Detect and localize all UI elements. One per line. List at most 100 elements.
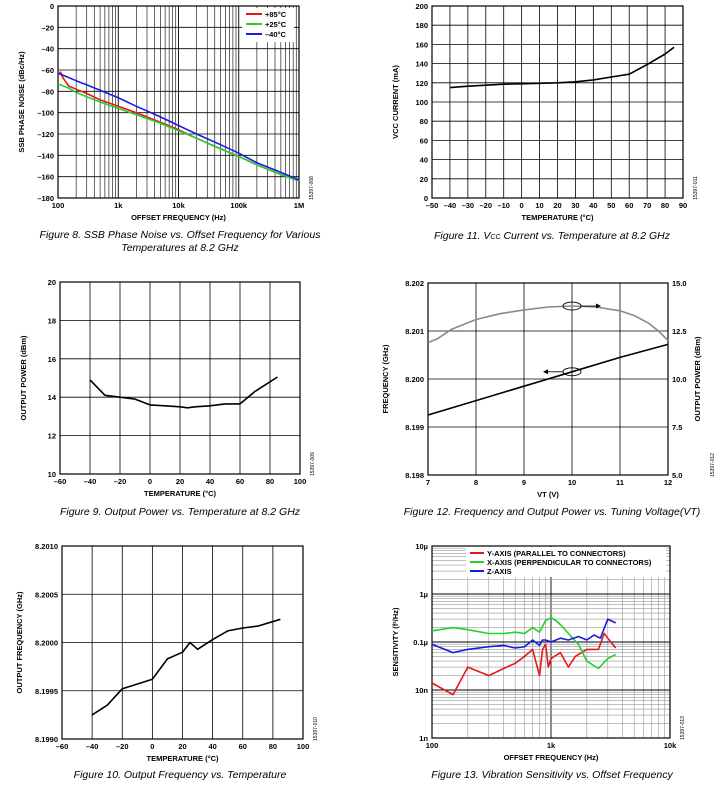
y-tick-label: 20: [420, 175, 428, 184]
x-tick-label: 10: [535, 201, 543, 210]
y-tick-label: –160: [37, 173, 54, 182]
legend-box: [466, 547, 666, 577]
figure-id: 15397-008: [309, 176, 315, 200]
legend-label: +25°C: [265, 20, 287, 29]
y-tick-label: 0: [424, 194, 428, 203]
x-tick-label: 80: [661, 201, 669, 210]
y-tick-label: 8.1990: [35, 735, 58, 744]
x-tick-label: 20: [553, 201, 561, 210]
y-tick-label: 10µ: [415, 542, 428, 551]
x-tick-label: 40: [589, 201, 597, 210]
x-tick-label: 100: [426, 741, 439, 750]
y-tick-label: 8.2000: [35, 639, 58, 648]
y-tick-label: 8.198: [405, 471, 424, 480]
x-tick-label: 1k: [547, 741, 556, 750]
x-tick-label: –40: [84, 477, 97, 486]
y-axis-label: FREQUENCY (GHz): [381, 344, 390, 414]
x-tick-label: 100k: [230, 201, 248, 210]
chart-fig10-svg: –60 –40 –20 0 20 40 60 80 100 8.1990 8.1995 8.2000 8…: [15, 542, 319, 763]
y-tick-label: 10n: [415, 686, 428, 695]
x-tick-label: 0: [520, 201, 524, 210]
x-tick-label: 1k: [114, 201, 123, 210]
x-tick-label: 40: [206, 477, 214, 486]
right-arrowhead-icon: [596, 303, 601, 309]
chart-fig11-svg: –50 –40 –30 –20 –10 0 10 20 30 40 50 60 70 80 90 0 20 40 6…: [391, 2, 699, 222]
fig11-plot-frame: [431, 5, 684, 199]
x-axis-label: TEMPERATURE (°C): [146, 754, 219, 763]
y2-tick-label: 12.5: [672, 327, 687, 336]
fig11-series-0-line: [449, 46, 675, 89]
fig9-series-0-line: [89, 376, 278, 409]
figure-id: 15397-012: [710, 453, 716, 477]
x-tick-label: 10: [568, 478, 576, 487]
chart-fig13: 100 1k 10k 1n 10n 0.1µ 1µ 10µ OFFSET FREQUENCY (…: [362, 536, 727, 786]
fig13-series-2-line: [431, 618, 617, 654]
fig9-grid: [59, 281, 301, 475]
chart-fig12: 7 8 9 10 11 12 8.198 8.199 8.200 8.201 8.202 5.0 7.5…: [362, 270, 727, 522]
y-tick-label: 10: [48, 470, 56, 479]
y-tick-label: 140: [415, 60, 428, 69]
fig11-grid: [431, 5, 684, 199]
y-tick-label: 1n: [419, 734, 428, 743]
y-tick-label: –100: [37, 109, 54, 118]
x-tick-label: 10k: [172, 201, 185, 210]
x-tick-label: 20: [176, 477, 184, 486]
y-tick-label: –40: [41, 45, 54, 54]
y-tick-label: 20: [48, 278, 56, 287]
y-axis-label: SSB PHASE NOISE (dBc/Hz): [17, 51, 26, 153]
y-tick-label: 16: [48, 355, 56, 364]
y2-tick-label: 10.0: [672, 375, 687, 384]
caption-fig8: Figure 8. SSB Phase Noise vs. Offset Fre…: [39, 229, 321, 254]
y-tick-label: 8.201: [405, 327, 424, 336]
x-tick-label: 100: [52, 201, 65, 210]
x-tick-label: 80: [269, 742, 277, 751]
y-tick-label: –180: [37, 194, 54, 203]
y-tick-label: 0.1µ: [413, 638, 428, 647]
y2-tick-label: 15.0: [672, 279, 687, 288]
y-tick-label: 80: [420, 117, 428, 126]
y-tick-label: 100: [415, 98, 428, 107]
chart-fig9: –60 –40 –20 0 20 40 60 80 100 10 12 14 16 18 20 TEMPERA…: [0, 270, 340, 522]
x-tick-label: 90: [679, 201, 687, 210]
y-tick-label: 200: [415, 2, 428, 11]
y-tick-label: 12: [48, 432, 56, 441]
y-tick-label: –140: [37, 151, 54, 160]
y2-axis-label: OUTPUT POWER (dBm): [693, 336, 702, 421]
y-tick-label: 0: [50, 2, 54, 11]
y-tick-label: 8.2005: [35, 590, 58, 599]
x-tick-label: –20: [116, 742, 129, 751]
caption-fig12: Figure 12. Frequency and Output Power vs…: [403, 506, 701, 518]
x-tick-label: 30: [571, 201, 579, 210]
x-tick-label: –20: [480, 201, 493, 210]
y2-tick-label: 5.0: [672, 471, 682, 480]
x-tick-label: 40: [208, 742, 216, 751]
y-tick-label: –60: [41, 66, 54, 75]
x-tick-label: 100: [297, 742, 310, 751]
y-tick-label: –20: [41, 23, 54, 32]
figure-id: 15397-013: [680, 716, 686, 740]
y-tick-label: 18: [48, 316, 56, 325]
legend-label: +85°C: [265, 10, 287, 19]
caption-fig10: Figure 10. Output Frequency vs. Temperat…: [73, 769, 287, 781]
x-axis-label: OFFSET FREQUENCY (Hz): [504, 753, 599, 762]
legend-label: –40°C: [265, 30, 287, 39]
y-tick-label: 8.2010: [35, 542, 58, 551]
x-tick-label: –60: [56, 742, 69, 751]
x-tick-label: 10k: [664, 741, 677, 750]
y-axis-label: OUTPUT FREQUENCY (GHz): [15, 591, 24, 693]
y-axis-label: SENSITIVITY (f²/Hz): [391, 607, 400, 677]
x-axis-label: VT (V): [537, 490, 559, 499]
x-tick-label: 20: [178, 742, 186, 751]
caption-fig9: Figure 9. Output Power vs. Temperature a…: [59, 506, 301, 518]
x-axis-label: TEMPERATURE (°C): [144, 489, 217, 498]
y-axis-label: VCC CURRENT (mA): [391, 65, 400, 139]
fig10-grid: [61, 545, 304, 740]
x-axis-label: TEMPERATURE (°C): [521, 213, 594, 222]
y-axis-label: OUTPUT POWER (dBm): [19, 335, 28, 420]
fig10-plot-frame: [61, 545, 304, 740]
fig8-plot-frame: [57, 5, 300, 199]
y2-tick-label: 7.5: [672, 423, 682, 432]
figure-id: 15397-011: [693, 176, 699, 200]
legend-label: Z-AXIS: [487, 567, 512, 576]
caption-fig13: Figure 13. Vibration Sensitivity vs. Off…: [431, 769, 673, 781]
